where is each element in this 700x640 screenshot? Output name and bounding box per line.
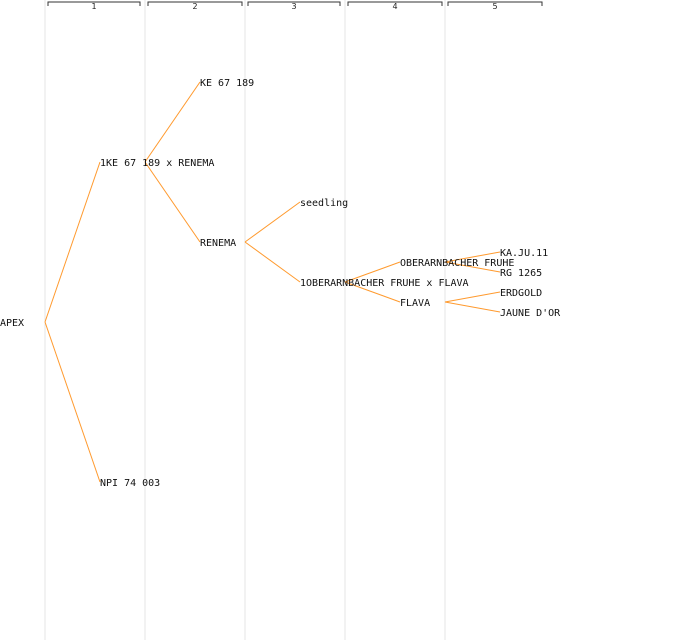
tree-labels: APEX 1KE 67 189 x RENEMA NPI 74 003 KE 67 1… xyxy=(0,78,561,489)
tree-edge xyxy=(244,201,301,243)
node-label-g5-3[interactable]: ERDGOLD xyxy=(500,288,542,299)
tree-edges xyxy=(44,81,501,483)
generation-header-bracket xyxy=(447,1,543,6)
generation-columns xyxy=(44,0,446,640)
node-label-g1-bottom[interactable]: NPI 74 003 xyxy=(100,478,160,489)
node-label-apex[interactable]: APEX xyxy=(0,318,24,329)
node-label-g3-bottom[interactable]: 1OBERARNBACHER FRUHE x FLAVA xyxy=(300,278,469,289)
tree-edge xyxy=(444,291,501,303)
tree-edge xyxy=(44,321,101,483)
tree-edge xyxy=(44,161,101,323)
generation-number: 1 xyxy=(91,2,96,11)
node-label-g5-1[interactable]: KA.JU.11 xyxy=(500,248,548,259)
node-label-g5-2[interactable]: RG 1265 xyxy=(500,268,542,279)
generation-headers: 1 2 3 4 5 xyxy=(47,1,543,11)
node-label-g4-bottom[interactable]: FLAVA xyxy=(400,298,430,309)
generation-header-bracket xyxy=(47,1,141,6)
node-label-g1-top[interactable]: 1KE 67 189 x RENEMA xyxy=(100,158,214,169)
node-label-g2-bottom[interactable]: RENEMA xyxy=(200,238,236,249)
generation-number: 5 xyxy=(492,2,497,11)
tree-edge xyxy=(444,251,501,263)
tree-edge xyxy=(444,261,501,273)
generation-header-bracket xyxy=(347,1,443,6)
tree-edge xyxy=(144,81,201,163)
node-label-g3-top[interactable]: seedling xyxy=(300,198,348,209)
generation-header-bracket xyxy=(147,1,243,6)
generation-header-bracket xyxy=(247,1,341,6)
generation-number: 4 xyxy=(392,2,397,11)
generation-number: 3 xyxy=(291,2,296,11)
node-label-g2-top[interactable]: KE 67 189 xyxy=(200,78,254,89)
tree-edge xyxy=(344,281,401,303)
tree-edge xyxy=(444,301,501,313)
tree-edge xyxy=(344,261,401,283)
node-label-g4-top[interactable]: OBERARNBACHER FRUHE xyxy=(400,258,514,269)
tree-edge xyxy=(244,241,301,283)
generation-number: 2 xyxy=(192,2,197,11)
tree-edge xyxy=(144,161,201,243)
node-label-g5-4[interactable]: JAUNE D'OR xyxy=(500,308,561,319)
